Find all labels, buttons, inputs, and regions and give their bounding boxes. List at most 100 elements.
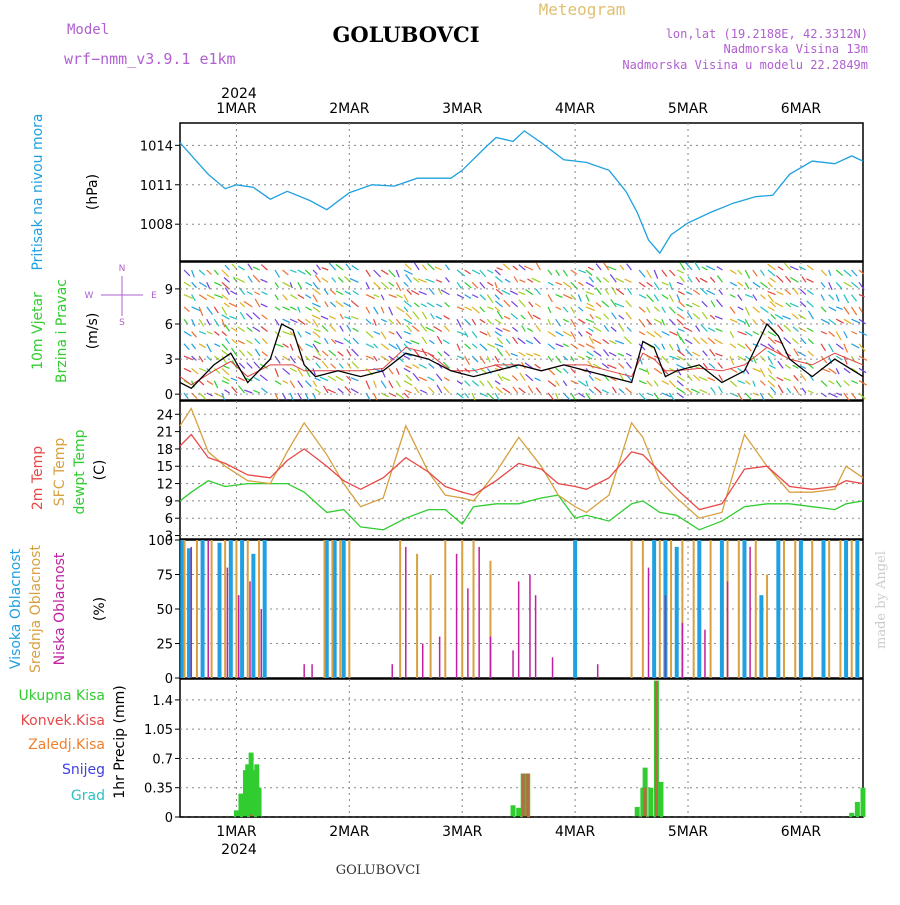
wind-arrow [835, 269, 844, 277]
wind-arrow [456, 281, 462, 289]
wind-arrow [524, 265, 534, 271]
wind-arrow [729, 380, 738, 387]
wind-arrow [820, 281, 826, 288]
wind-arrow [578, 318, 586, 324]
wind-arrow [352, 290, 359, 296]
wind-arrow [418, 290, 427, 296]
wind-arrow [767, 368, 773, 375]
wind-arrow [346, 324, 352, 332]
cloud-low-bar [405, 546, 407, 678]
wind-arrow [534, 363, 541, 369]
wind-arrow [191, 269, 195, 278]
y-tick-label: 1008 [140, 218, 173, 233]
wind-arrow [403, 300, 412, 308]
wind-arrow [312, 269, 318, 275]
wind-arrow [471, 331, 478, 339]
precip-panel: 0 0.35 0.7 1.05 1.4 1hr Precip (mm) Ukupna K… [18, 678, 866, 826]
wind-arrow [183, 306, 190, 312]
y-tick-label: 9 [165, 495, 173, 510]
wind-arrow [676, 349, 685, 357]
wind-arrow [782, 315, 791, 320]
wind-arrow [231, 347, 238, 357]
wind-arrow [588, 388, 594, 394]
wind-arrow [191, 367, 199, 375]
wind-arrow [297, 318, 306, 326]
wind-arrow [843, 269, 852, 277]
wind-arrow [547, 355, 553, 363]
wind-arrow [737, 330, 747, 336]
wind-arrow [638, 355, 643, 365]
wind-arrow [708, 362, 716, 369]
wind-arrow [380, 294, 385, 301]
wind-arrow [405, 374, 412, 382]
wind-arrow [337, 388, 344, 394]
wind-arrow [767, 263, 776, 271]
cloud-mid-bar [737, 540, 740, 678]
temp-title-3: dewpt Temp [72, 429, 88, 514]
wind-arrow [237, 376, 245, 382]
wind-arrow [777, 360, 784, 369]
precip-conv-bar [643, 787, 647, 817]
wind-arrow [183, 269, 191, 277]
wind-arrow [820, 318, 830, 324]
wind-arrow [760, 294, 766, 300]
wind-arrow [585, 318, 595, 324]
cloud-high-bar [719, 540, 724, 678]
cloud-mid-bar [444, 540, 447, 678]
wind-arrow [464, 294, 472, 299]
wind-arrow [784, 262, 792, 271]
cloud-high-bar [573, 540, 578, 678]
wind-arrow [694, 261, 701, 271]
wind-arrow [198, 318, 205, 327]
wind-arrow [585, 355, 593, 360]
wind-arrow [406, 325, 412, 332]
wind-arrow [759, 368, 766, 377]
wind-arrow [588, 327, 594, 333]
wind-arrow [312, 306, 321, 313]
wind-arrow [646, 318, 653, 326]
wind-arrow [555, 318, 561, 327]
wind-arrow [768, 364, 776, 369]
wind-arrow [737, 306, 744, 311]
wind-arrow [282, 269, 289, 276]
wind-arrow [260, 303, 268, 308]
wind-arrow [676, 331, 682, 340]
wind-arrow [752, 392, 760, 396]
wind-arrow [334, 340, 344, 345]
wind-arrow [836, 306, 843, 310]
wind-arrow [314, 274, 322, 283]
wind-arrow [213, 380, 219, 389]
wind-arrow [224, 389, 230, 394]
cloud-low-bar [190, 546, 193, 678]
wind-arrow [221, 281, 230, 290]
wind-arrow [316, 264, 321, 271]
wind-arrow [254, 348, 261, 357]
wind-arrow [594, 377, 602, 382]
wind-arrow [797, 351, 807, 357]
wind-arrow [297, 269, 306, 275]
wind-arrow [858, 380, 868, 386]
wind-arrow [783, 324, 792, 332]
wind-arrow [238, 362, 246, 369]
wind-arrow [510, 352, 518, 357]
wind-unit: (m/s) [85, 313, 101, 350]
wind-arrow [328, 349, 337, 357]
wind-arrow [213, 306, 219, 314]
wind-arrow [352, 337, 359, 345]
wind-arrow [767, 318, 774, 325]
wind-arrow [562, 269, 568, 277]
wind-arrow [798, 313, 807, 320]
wind-arrow [198, 343, 207, 349]
wind-arrow [494, 269, 501, 276]
wind-arrow [261, 291, 268, 296]
wind-arrow [562, 343, 569, 348]
wind-arrow [518, 351, 526, 357]
wind-arrow [653, 343, 661, 351]
wind-arrow [570, 380, 579, 385]
wind-arrow [717, 385, 723, 394]
wind-arrow [436, 384, 443, 394]
wind-arrow [701, 266, 708, 271]
wind-arrow [221, 355, 228, 365]
wind-arrow [676, 380, 684, 387]
wind-arrow [388, 380, 394, 389]
